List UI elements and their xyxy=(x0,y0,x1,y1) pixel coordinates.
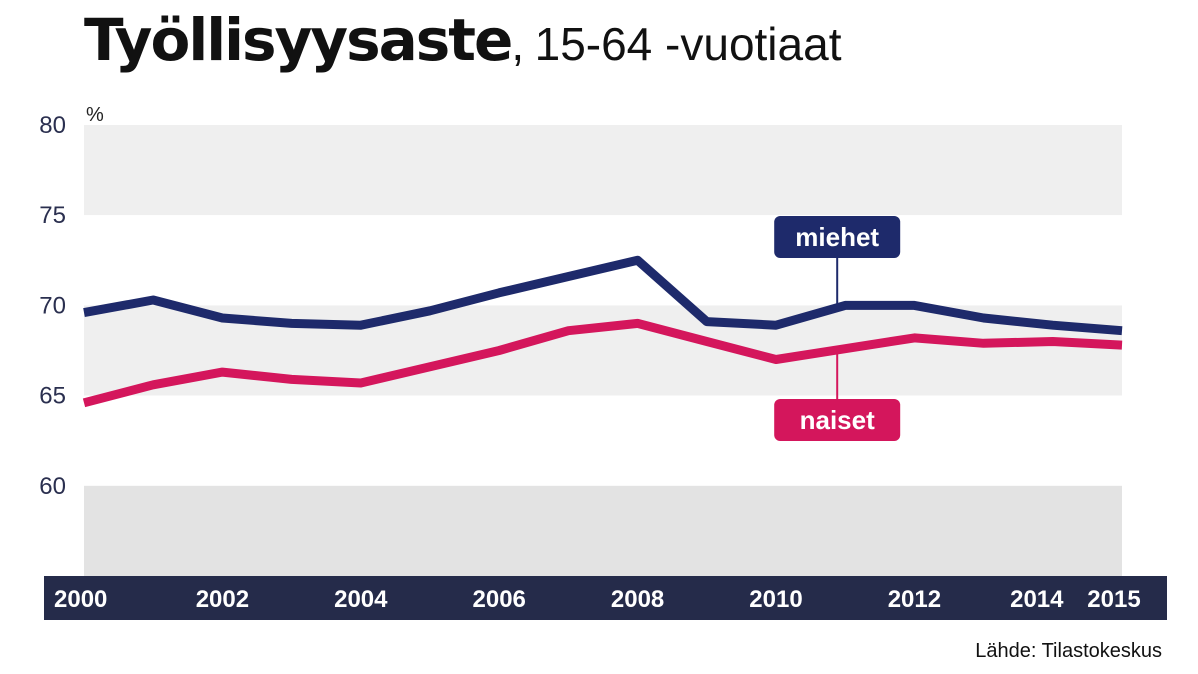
y-tick-label: 60 xyxy=(39,473,66,500)
series-line-naiset xyxy=(82,318,1123,408)
y-tick-label: 70 xyxy=(39,292,66,319)
x-tick-label: 2012 xyxy=(888,586,941,613)
x-tick-label: 2015 xyxy=(1087,586,1140,613)
title-separator: , xyxy=(511,18,525,70)
y-tick-label: 75 xyxy=(39,202,66,229)
y-axis-tick-labels: 60 65 70 75 80 xyxy=(39,112,66,500)
background-band xyxy=(84,125,1122,216)
background-band xyxy=(84,485,1122,576)
source-note: Lähde: Tilastokeskus xyxy=(975,640,1162,662)
series-lines xyxy=(82,255,1123,408)
series-labels: miehet naiset xyxy=(774,216,901,441)
chart-title-row: Työllisyysaste, 15-64 -vuotiaat xyxy=(84,6,841,74)
x-axis-tick-labels: 2000 2002 2004 2006 2008 2010 2012 2014 2015 xyxy=(54,586,1141,613)
x-tick-label: 2010 xyxy=(749,586,802,613)
y-tick-label: 65 xyxy=(39,383,66,410)
background-band xyxy=(84,395,1122,486)
background-band xyxy=(84,215,1122,306)
x-axis-bar xyxy=(44,576,1167,620)
x-tick-label: 2014 xyxy=(1010,586,1064,613)
chart-subtitle: 15-64 -vuotiaat xyxy=(534,18,842,70)
series-label-naiset: naiset xyxy=(800,405,875,435)
series-label-miehet: miehet xyxy=(795,222,879,252)
x-tick-label: 2006 xyxy=(473,586,526,613)
series-label-box-naiset xyxy=(774,399,901,441)
background-bands xyxy=(84,125,1122,576)
y-tick-label: 80 xyxy=(39,112,66,139)
y-axis-unit-label: % xyxy=(86,104,104,126)
x-tick-label: 2000 xyxy=(54,586,107,613)
series-line-miehet xyxy=(83,255,1123,336)
x-tick-label: 2008 xyxy=(611,586,664,613)
x-tick-label: 2004 xyxy=(334,586,388,613)
chart-title: Työllisyysaste xyxy=(84,6,513,74)
series-label-box-miehet xyxy=(774,216,901,258)
x-tick-label: 2002 xyxy=(196,586,249,613)
